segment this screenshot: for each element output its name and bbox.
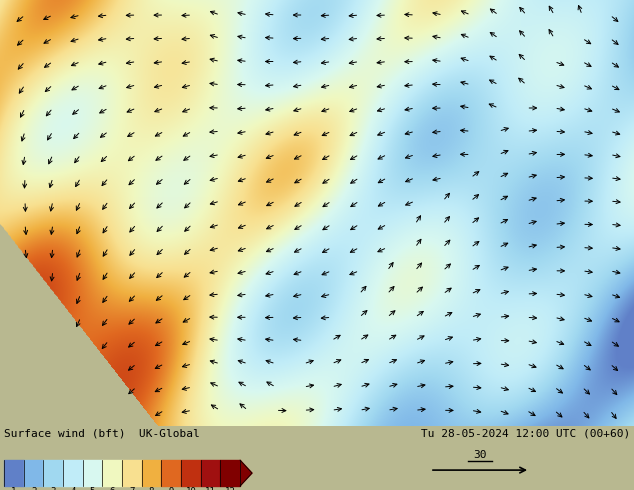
Text: Tu 28-05-2024 12:00 UTC (00+60): Tu 28-05-2024 12:00 UTC (00+60) [421, 428, 630, 438]
Text: 9: 9 [169, 487, 174, 490]
Text: 2: 2 [31, 487, 36, 490]
Bar [221, 460, 240, 486]
Polygon shape [240, 460, 252, 486]
Bar [141, 460, 161, 486]
Text: 3: 3 [51, 487, 56, 490]
Text: 8: 8 [149, 487, 154, 490]
Text: 5: 5 [90, 487, 95, 490]
Bar [181, 460, 201, 486]
Text: 11: 11 [205, 487, 216, 490]
Bar [23, 460, 43, 486]
Bar [4, 460, 23, 486]
Bar [63, 460, 82, 486]
Bar [82, 460, 102, 486]
Bar [122, 460, 141, 486]
Bar [43, 460, 63, 486]
Bar [161, 460, 181, 486]
Text: 6: 6 [110, 487, 115, 490]
Text: 12: 12 [225, 487, 236, 490]
Text: 10: 10 [186, 487, 196, 490]
Text: 7: 7 [129, 487, 134, 490]
Text: Surface wind (bft)  UK-Global: Surface wind (bft) UK-Global [4, 428, 200, 438]
Bar [201, 460, 221, 486]
Bar [102, 460, 122, 486]
Text: 30: 30 [473, 450, 487, 460]
Text: 4: 4 [70, 487, 75, 490]
Text: 1: 1 [11, 487, 16, 490]
